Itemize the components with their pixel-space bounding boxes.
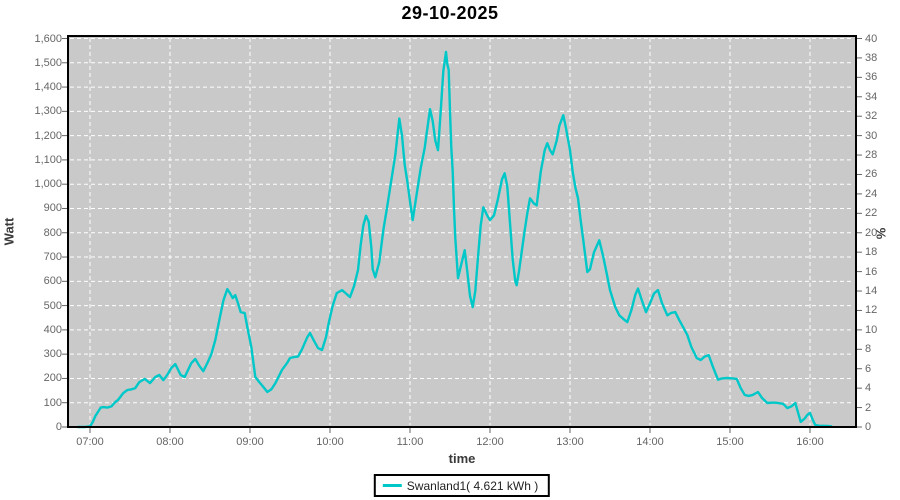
x-tick-label: 07:00 [76,436,104,448]
y-right-tick-label: 24 [865,187,878,200]
x-tick-label: 08:00 [156,436,184,448]
y-left-tick-label: 1,200 [34,129,62,142]
y-right-tick-label: 0 [865,421,872,433]
y-left-tick-label: 900 [43,202,62,215]
plot-background [68,36,856,427]
x-tick-label: 09:00 [236,436,264,448]
power-series-line [76,50,833,429]
y-left-tick-label: 1,000 [34,178,62,191]
y-right-tick-label: 26 [865,168,878,181]
y-right-tick-label: 20 [865,226,878,239]
y-right-tick-label: 10 [865,323,878,336]
series-line-swatch-icon [382,484,402,487]
y-right-tick-label: 4 [865,382,872,395]
y-left-tick-label: 200 [43,372,62,385]
y-right-tick-label: 22 [865,207,878,220]
y-axis-title-right: % [873,227,889,240]
y-left-tick-label: 0 [55,421,62,433]
x-tick-label: 11:00 [396,436,424,448]
y-right-tick-label: 30 [865,129,878,142]
x-tick-label: 12:00 [476,436,504,448]
y-left-tick-label: 500 [43,299,62,312]
y-left-tick-label: 400 [43,323,62,336]
x-tick-label: 16:00 [796,436,824,448]
y-right-tick-label: 32 [865,110,878,123]
y-right-tick-label: 16 [865,265,878,278]
x-tick-label: 13:00 [556,436,584,448]
legend-label: Swanland1( 4.621 kWh ) [406,478,539,493]
x-tick-label: 15:00 [716,436,744,448]
y-left-tick-label: 1,300 [34,105,62,118]
plot-border [67,35,857,428]
y-right-tick-label: 6 [865,362,872,375]
y-right-tick-label: 36 [865,71,878,84]
y-left-tick-label: 1,600 [34,32,62,45]
x-tick-label: 10:00 [316,436,344,448]
y-left-tick-label: 1,400 [34,81,62,94]
x-axis-title: time [448,451,476,466]
y-left-tick-label: 600 [43,275,62,288]
y-right-tick-label: 38 [865,51,878,64]
y-right-tick-label: 14 [865,285,878,298]
y-right-tick-label: 2 [865,401,872,414]
y-right-tick-label: 28 [865,149,878,162]
y-left-tick-label: 700 [43,251,62,264]
y-left-tick-label: 1,500 [34,56,62,69]
y-left-tick-label: 300 [43,348,62,361]
y-right-tick-label: 40 [865,32,878,45]
y-right-tick-label: 12 [865,304,878,317]
y-right-tick-label: 34 [865,90,878,103]
y-left-tick-label: 800 [43,226,62,239]
y-left-tick-label: 100 [43,396,62,409]
legend: Swanland1( 4.621 kWh ) [373,474,551,497]
y-axis-title-left: Watt [1,217,17,246]
y-right-tick-label: 8 [865,343,872,356]
y-left-tick-label: 1,100 [34,153,62,166]
x-tick-label: 14:00 [636,436,664,448]
chart-title: 29-10-2025 [401,3,499,23]
y-right-tick-label: 18 [865,246,878,259]
